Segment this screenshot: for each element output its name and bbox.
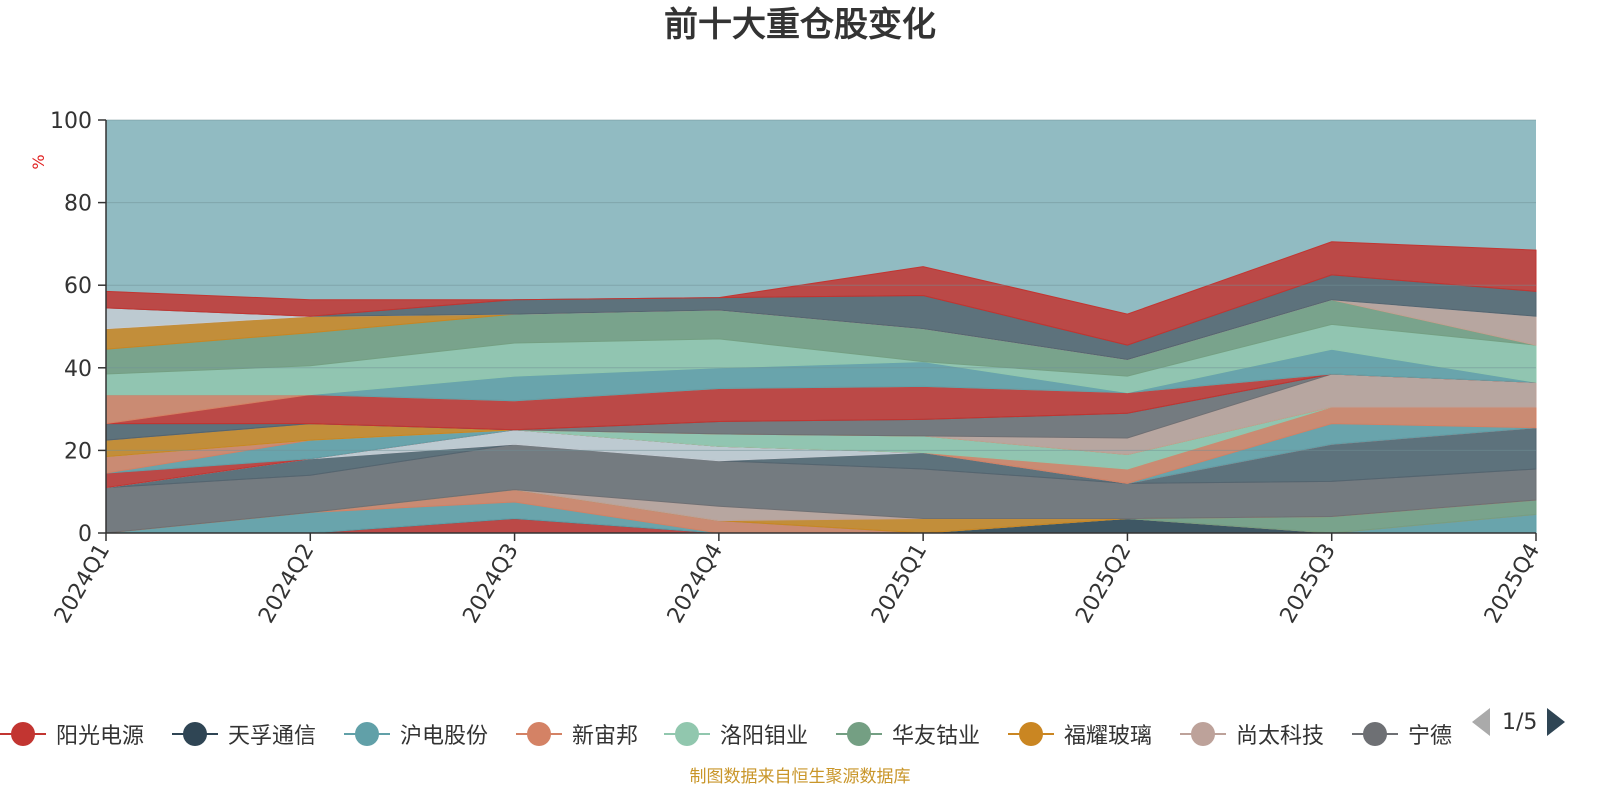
y-axis-unit-label: %	[29, 154, 48, 169]
x-tick-label: 2025Q2	[1071, 540, 1136, 628]
legend-swatch	[172, 712, 218, 756]
x-tick-label: 2025Q3	[1276, 540, 1341, 628]
x-tick-label: 2025Q4	[1480, 540, 1545, 628]
series-area-29	[105, 241, 1537, 346]
legend: 阳光电源天孚通信沪电股份新宙邦洛阳钼业华友钴业福耀玻璃尚太科技宁德时代工业富联中…	[0, 712, 1600, 756]
legend-label: 福耀玻璃	[1064, 724, 1153, 749]
legend-swatch	[664, 712, 710, 756]
x-tick-label: 2024Q2	[254, 540, 319, 628]
legend-pager: 1/5	[1470, 702, 1600, 742]
x-tick-label: 2024Q1	[50, 540, 115, 628]
y-tick-label: 100	[50, 109, 92, 134]
legend-swatch	[1352, 712, 1398, 756]
legend-label: 尚太科技	[1236, 724, 1325, 749]
legend-swatch	[1180, 712, 1226, 756]
y-tick-label: 80	[64, 192, 92, 217]
legend-label: 沪电股份	[400, 724, 489, 749]
y-tick-label: 0	[78, 522, 92, 547]
legend-item-7[interactable]: 福耀玻璃	[1008, 712, 1152, 756]
legend-item-3[interactable]: 沪电股份	[344, 712, 488, 756]
legend-item-8[interactable]: 尚太科技	[1180, 712, 1324, 756]
x-tick-label: 2024Q3	[458, 540, 523, 628]
y-tick-label: 40	[64, 357, 92, 382]
legend-swatch	[516, 712, 562, 756]
source-note: 制图数据来自恒生聚源数据库	[689, 767, 911, 787]
legend-swatch	[0, 712, 46, 756]
legend-page-indicator: 1/5	[1502, 709, 1538, 735]
legend-item-4[interactable]: 新宙邦	[516, 712, 638, 756]
legend-label: 天孚通信	[228, 724, 317, 749]
x-tick-label: 2024Q4	[663, 540, 728, 628]
legend-label: 华友钴业	[892, 724, 981, 749]
chart-title: 前十大重仓股变化	[664, 5, 936, 45]
legend-prev-page-button[interactable]	[1472, 708, 1490, 736]
legend-item-2[interactable]: 天孚通信	[172, 712, 316, 756]
legend-next-page-button[interactable]	[1547, 708, 1566, 736]
legend-item-6[interactable]: 华友钴业	[836, 712, 980, 756]
legend-label: 阳光电源	[56, 724, 145, 749]
legend-swatch	[836, 712, 882, 756]
legend-item-5[interactable]: 洛阳钼业	[664, 712, 808, 756]
x-tick-label: 2025Q1	[867, 540, 932, 628]
legend-swatch	[344, 712, 390, 756]
y-tick-label: 20	[64, 439, 92, 464]
y-tick-label: 60	[64, 274, 92, 299]
legend-item-1[interactable]: 阳光电源	[0, 712, 144, 756]
legend-label: 洛阳钼业	[720, 724, 809, 749]
legend-label: 新宙邦	[572, 724, 639, 749]
legend-swatch	[1008, 712, 1054, 756]
